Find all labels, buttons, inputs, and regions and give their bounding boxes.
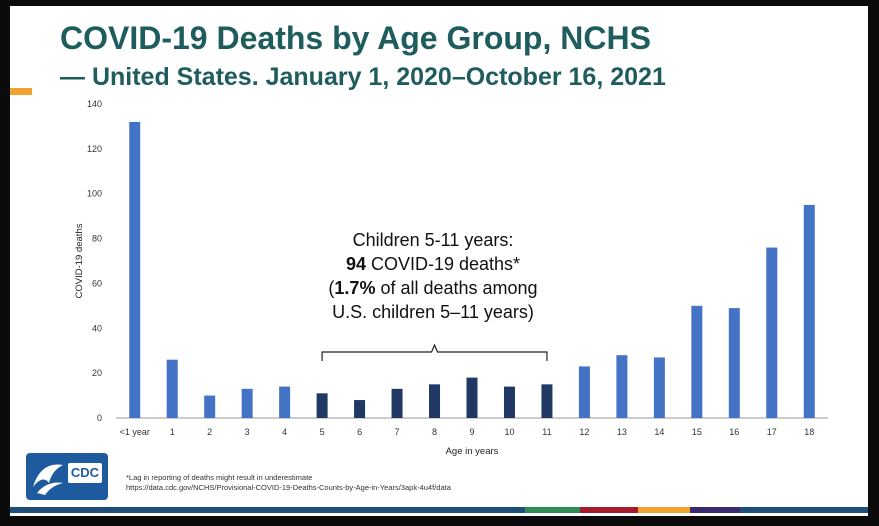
x-tick-label: 16 (729, 427, 739, 437)
y-tick-label: 60 (92, 278, 102, 288)
y-tick-label: 40 (92, 323, 102, 333)
x-tick-label: 18 (804, 427, 814, 437)
bar-1 (166, 359, 178, 418)
x-tick-label: 13 (617, 427, 627, 437)
x-tick-label: <1 year (120, 427, 150, 437)
bar--1-year (129, 121, 141, 418)
bar-9 (466, 377, 478, 418)
footnote: *Lag in reporting of deaths might result… (126, 473, 451, 493)
annotation-line-2: 94 COVID-19 deaths* (278, 252, 588, 276)
x-tick-label: 12 (579, 427, 589, 437)
percent-value: 1.7% (334, 278, 376, 298)
x-tick-label: 6 (357, 427, 362, 437)
bar-13 (616, 355, 628, 418)
bar-18 (803, 204, 815, 418)
x-tick-label: 7 (395, 427, 400, 437)
y-tick-label: 80 (92, 234, 102, 244)
x-tick-label: 2 (207, 427, 212, 437)
annotation-line-1: Children 5-11 years: (352, 230, 514, 250)
annotation-line-4: U.S. children 5–11 years) (332, 302, 534, 322)
bar-5 (316, 393, 328, 418)
footnote-line-1: *Lag in reporting of deaths might result… (126, 473, 313, 482)
annotation-line-3: (1.7% of all deaths among (278, 276, 588, 300)
bar-2 (204, 395, 216, 418)
hhs-eagle-icon (33, 464, 63, 495)
bar-8 (429, 384, 441, 418)
x-tick-label: 15 (692, 427, 702, 437)
paren-open: ( (328, 278, 335, 298)
bar-15 (691, 305, 703, 418)
x-tick-label: 8 (432, 427, 437, 437)
bar-17 (766, 247, 778, 418)
accent-bar (10, 88, 32, 95)
y-tick-label: 120 (87, 144, 102, 154)
bar-4 (279, 386, 291, 418)
x-tick-label: 10 (504, 427, 514, 437)
y-tick-label: 0 (97, 413, 102, 423)
x-tick-label: 3 (245, 427, 250, 437)
deaths-label: COVID-19 deaths* (365, 254, 521, 274)
bar-11 (541, 384, 553, 418)
deaths-number: 94 (345, 254, 366, 274)
bar-16 (728, 308, 740, 418)
bar-12 (578, 366, 590, 418)
bar-3 (241, 388, 253, 418)
x-tick-label: 17 (767, 427, 777, 437)
bar-6 (354, 400, 366, 418)
cdc-logo: CDC (26, 453, 108, 500)
color-strip (10, 507, 868, 513)
y-tick-label: 100 (87, 189, 102, 199)
x-tick-label: 1 (170, 427, 175, 437)
x-tick-label: 11 (542, 427, 551, 437)
title-line-2: — United States. January 1, 2020–October… (60, 63, 666, 91)
x-tick-label: 9 (469, 427, 474, 437)
logo-letters: CDC (68, 463, 102, 483)
x-tick-label: 5 (320, 427, 325, 437)
bar-7 (391, 388, 403, 418)
footnote-source-url: https://data.cdc.gov/NCHS/Provisional-CO… (126, 483, 451, 492)
bar-14 (653, 357, 665, 418)
percent-label: of all deaths among (375, 278, 538, 298)
x-axis-title: Age in years (446, 446, 499, 457)
annotation: Children 5-11 years: 94 COVID-19 deaths*… (278, 228, 588, 324)
x-tick-label: 14 (654, 427, 664, 437)
y-tick-label: 140 (87, 99, 102, 109)
highlight-bracket (321, 343, 548, 361)
title-line-1: COVID-19 Deaths by Age Group, NCHS (60, 20, 651, 56)
bar-10 (503, 386, 515, 418)
y-axis-title: COVID-19 deaths (74, 223, 85, 298)
slide: COVID-19 Deaths by Age Group, NCHS — Uni… (10, 6, 868, 516)
x-tick-label: 4 (282, 427, 287, 437)
y-tick-label: 20 (92, 368, 102, 378)
